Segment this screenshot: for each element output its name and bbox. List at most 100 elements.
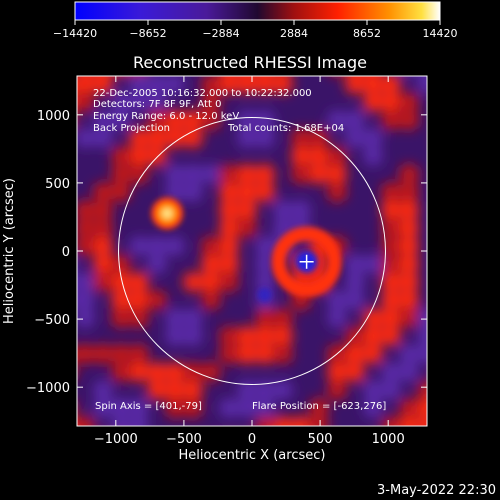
pattern-blob <box>255 380 275 400</box>
pattern-blob <box>381 236 401 256</box>
pattern-blob <box>345 76 365 94</box>
pattern-blob <box>57 290 77 310</box>
pattern-blob <box>129 362 149 382</box>
pattern-blob <box>75 56 95 76</box>
pattern-blob <box>399 398 419 418</box>
pattern-blob <box>273 344 293 364</box>
pattern-blob <box>219 200 239 220</box>
pattern-blob <box>399 290 419 310</box>
pattern-blob <box>435 308 455 328</box>
pattern-blob <box>255 76 275 94</box>
x-tick-label: −500 <box>166 432 202 447</box>
pattern-blob <box>255 128 275 148</box>
pattern-blob <box>111 398 131 418</box>
pattern-blob <box>129 344 149 364</box>
y-tick-label: −500 <box>34 313 70 328</box>
pattern-blob <box>77 272 95 292</box>
pattern-blob <box>381 290 401 310</box>
pattern-blob <box>363 380 383 400</box>
pattern-blob <box>381 272 401 292</box>
pattern-blob <box>183 380 203 400</box>
y-tick-label: 0 <box>62 245 70 260</box>
pattern-blob <box>237 200 257 220</box>
pattern-blob <box>57 74 77 94</box>
pattern-blob <box>129 128 149 148</box>
pattern-blob <box>93 398 113 418</box>
pattern-blob <box>219 326 239 346</box>
pattern-blob <box>219 254 239 274</box>
pattern-blob <box>57 362 77 382</box>
colorbar-tick-label: 14420 <box>423 27 458 40</box>
pattern-blob <box>57 434 77 454</box>
colorbar-tick-label: −2884 <box>202 27 239 40</box>
annotation-counts: Total counts: 1.68E+04 <box>227 123 344 134</box>
pattern-blob <box>219 344 239 364</box>
annotation-flare-position: Flare Position = [-623,276] <box>252 401 386 412</box>
pattern-blob <box>165 182 185 202</box>
pattern-blob <box>291 128 311 148</box>
pattern-blob <box>255 254 275 274</box>
pattern-blob <box>219 182 239 202</box>
pattern-blob <box>327 362 347 382</box>
colorbar-tick-label: −8652 <box>129 27 166 40</box>
pattern-blob <box>309 398 329 418</box>
pattern-blob <box>219 236 239 256</box>
pattern-blob <box>345 128 365 148</box>
pattern-blob <box>399 218 419 238</box>
x-tick-label: 0 <box>248 432 256 447</box>
pattern-blob <box>183 398 203 418</box>
pattern-blob <box>201 254 221 274</box>
pattern-blob <box>399 92 419 112</box>
annotation-method: Back Projection <box>93 123 170 134</box>
pattern-blob <box>129 272 149 292</box>
pattern-blob <box>309 146 329 166</box>
pattern-blob <box>111 164 131 184</box>
pattern-blob <box>363 344 383 364</box>
pattern-blob <box>255 416 275 426</box>
pattern-blob <box>219 272 239 292</box>
pattern-blob <box>399 272 419 292</box>
pattern-blob <box>237 128 257 148</box>
pattern-blob <box>129 308 149 328</box>
pattern-blob <box>345 290 365 310</box>
pattern-blob <box>165 128 185 148</box>
pattern-blob <box>183 272 203 292</box>
pattern-blob <box>255 236 275 256</box>
pattern-blob <box>237 182 257 202</box>
pattern-blob <box>399 182 419 202</box>
pattern-blob <box>77 344 95 364</box>
pattern-blob <box>417 398 427 418</box>
pattern-blob <box>291 416 311 426</box>
pattern-blob <box>147 128 167 148</box>
pattern-blob <box>111 344 131 364</box>
pattern-blob <box>111 110 131 130</box>
pattern-blob <box>363 254 383 274</box>
pattern-blob <box>57 344 77 364</box>
pattern-blob <box>345 362 365 382</box>
pattern-blob <box>93 254 113 274</box>
colorbar-ticks: −14420 −8652 −2884 2884 8652 14420 <box>53 20 458 40</box>
pattern-blob <box>93 110 113 130</box>
pattern-blob <box>255 344 275 364</box>
pattern-blob <box>417 76 427 94</box>
pattern-blob <box>237 218 257 238</box>
pattern-blob <box>93 380 113 400</box>
y-tick-label: −1000 <box>26 381 70 396</box>
pattern-blob <box>255 326 275 346</box>
pattern-blob <box>129 146 149 166</box>
pattern-blob <box>237 326 257 346</box>
pattern-blob <box>417 308 427 328</box>
pattern-blob <box>111 254 131 274</box>
pattern-blob <box>381 416 401 426</box>
pattern-blob <box>237 164 257 184</box>
solar-limb <box>118 117 386 385</box>
pattern-blob <box>77 290 95 310</box>
x-tick-label: 500 <box>308 432 333 447</box>
pattern-blob <box>309 416 329 426</box>
pattern-blob <box>57 416 77 436</box>
y-axis-label: Heliocentric Y (arcsec) <box>2 178 17 324</box>
pattern-blob <box>201 290 221 310</box>
pattern-blob <box>165 326 185 346</box>
pattern-blob <box>147 380 167 400</box>
pattern-blob <box>219 164 239 184</box>
